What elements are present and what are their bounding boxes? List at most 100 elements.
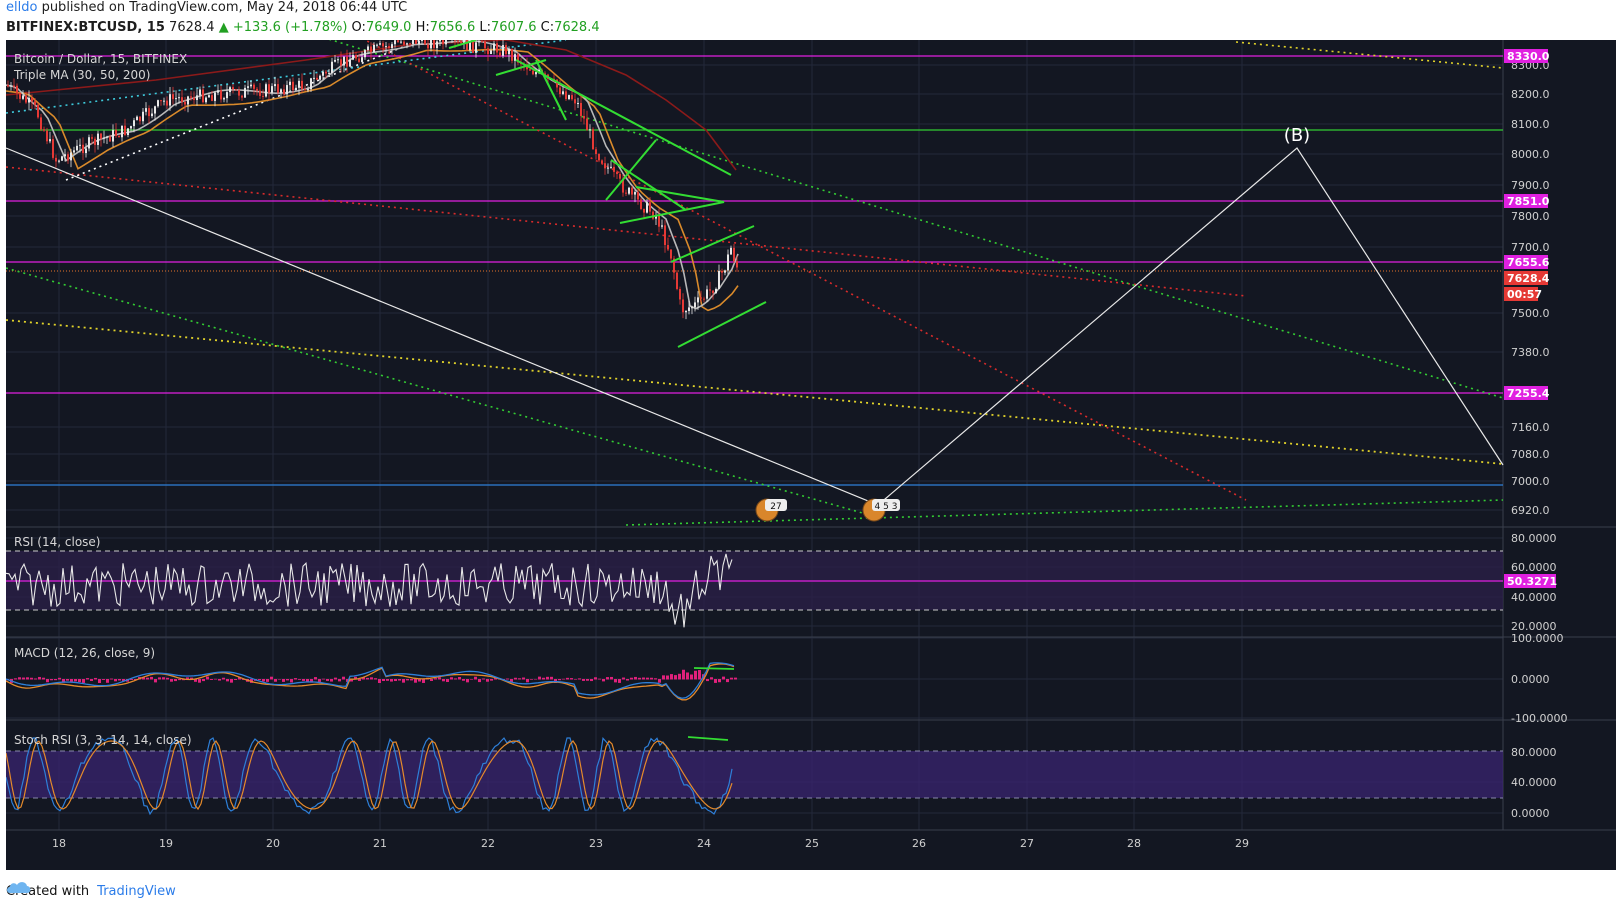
low-value: 7607.6	[491, 20, 537, 35]
stoch-d-line	[6, 739, 733, 811]
price-tick: 7000.0	[1511, 475, 1550, 488]
price-tick: 8000.0	[1511, 148, 1550, 161]
pattern-lines[interactable]	[448, 40, 767, 348]
svg-text:8330.0: 8330.0	[1507, 50, 1550, 63]
svg-text:7851.0: 7851.0	[1507, 195, 1550, 208]
stoch-title[interactable]: Stoch RSI (3, 3, 14, 14, close)	[14, 733, 192, 747]
rsi-value-tag[interactable]: 50.3271	[1504, 574, 1557, 588]
price-tick: 7160.0	[1511, 421, 1550, 434]
tradingview-brand[interactable]: TradingView	[7, 882, 176, 899]
macd-tick: 0.0000	[1511, 673, 1550, 686]
date-tick: 23	[589, 837, 603, 850]
stoch-k-line	[6, 736, 733, 816]
price-tag[interactable]: 7628.4	[1504, 271, 1550, 285]
price-tick: 6920.0	[1511, 504, 1550, 517]
ma-50-line	[6, 48, 739, 312]
tradingview-label[interactable]: TradingView	[97, 883, 176, 899]
high-label: H:	[415, 20, 430, 35]
price-tag[interactable]: 7255.4	[1504, 386, 1550, 400]
svg-text:00:57: 00:57	[1507, 288, 1542, 301]
macd-tick: -100.0000	[1511, 712, 1567, 725]
event-badge-1[interactable]: 27	[755, 498, 787, 522]
svg-text:50.3271: 50.3271	[1507, 575, 1557, 588]
red-trendline-upper[interactable]	[6, 166, 1247, 297]
rsi-line	[6, 553, 733, 628]
macd-signal-line	[6, 663, 735, 701]
date-tick: 18	[52, 837, 66, 850]
price-tag[interactable]: 00:57	[1504, 287, 1542, 301]
price-tick: 7700.0	[1511, 241, 1550, 254]
open-value: 7649.0	[365, 20, 412, 35]
price-tick: 7800.0	[1511, 210, 1550, 223]
price-tag[interactable]: 7851.0	[1504, 194, 1550, 208]
symbol-title[interactable]: Bitcoin / Dollar, 15, BITFINEX	[14, 52, 188, 66]
price-tag[interactable]: 8330.0	[1504, 49, 1550, 63]
stoch-band	[6, 751, 1503, 798]
yellow-trendline-top[interactable]	[1235, 41, 1504, 69]
ma-indicator-title[interactable]: Triple MA (30, 50, 200)	[14, 68, 151, 82]
close-value: 7628.4	[554, 20, 600, 35]
grid-lines	[6, 40, 1503, 830]
event-badge-2[interactable]: 4 5 3	[862, 498, 900, 522]
date-tick: 20	[266, 837, 280, 850]
stoch-divergence-line[interactable]	[687, 736, 729, 741]
high-value: 7656.6	[429, 20, 476, 35]
svg-text:4 5 3: 4 5 3	[875, 502, 898, 512]
rsi-tick: 40.0000	[1511, 591, 1557, 604]
red-trendline-lower[interactable]	[346, 40, 1247, 501]
green-trendline-bottom[interactable]	[625, 499, 1504, 526]
chart-canvas[interactable]: 27 4 5 3 (B) 8300.08200.08100.08000.0790…	[6, 40, 1616, 870]
cyan-trendline[interactable]	[6, 40, 567, 114]
low-label: L:	[479, 20, 491, 35]
open-label: O:	[351, 20, 366, 35]
date-tick: 19	[159, 837, 173, 850]
wave-label-b[interactable]: (B)	[1284, 125, 1310, 146]
author-link[interactable]: elldo	[6, 0, 38, 15]
price-tick: 7080.0	[1511, 448, 1550, 461]
svg-text:7628.4: 7628.4	[1507, 272, 1550, 285]
last-price: 7628.4	[169, 20, 215, 35]
publish-info: published on TradingView.com, May 24, 20…	[37, 0, 408, 15]
symbol-label: BITFINEX:BTCUSD, 15	[6, 20, 165, 35]
macd-tick: 100.0000	[1511, 632, 1564, 645]
ma-200-line	[6, 40, 737, 171]
cloud-icon	[7, 882, 31, 893]
stoch-tick: 80.0000	[1511, 746, 1557, 759]
price-tick: 8100.0	[1511, 118, 1550, 131]
price-tick: 7500.0	[1511, 307, 1550, 320]
date-tick: 29	[1235, 837, 1249, 850]
svg-text:7655.6: 7655.6	[1507, 256, 1550, 269]
date-tick: 28	[1127, 837, 1141, 850]
publish-line: elldo published on TradingView.com, May …	[6, 0, 1616, 20]
rsi-tick: 80.0000	[1511, 532, 1557, 545]
macd-divergence-line[interactable]	[693, 667, 735, 670]
projection-path[interactable]	[6, 147, 1504, 506]
yellow-trendline[interactable]	[6, 319, 1504, 465]
close-label: C:	[540, 20, 555, 35]
date-tick: 22	[481, 837, 495, 850]
date-tick: 26	[912, 837, 926, 850]
rsi-tick: 60.0000	[1511, 561, 1557, 574]
date-tick: 27	[1020, 837, 1034, 850]
rsi-tick: 20.0000	[1511, 620, 1557, 633]
price-tick: 7900.0	[1511, 179, 1550, 192]
svg-text:7255.4: 7255.4	[1507, 387, 1550, 400]
chart-area[interactable]: 27 4 5 3 (B) 8300.0 8200.0 8100.0 8000.0 790…	[6, 40, 1616, 870]
white-trendline[interactable]	[65, 40, 446, 181]
price-tag[interactable]: 7655.6	[1504, 255, 1550, 269]
stoch-tick: 40.0000	[1511, 776, 1557, 789]
ohlc-line: BITFINEX:BTCUSD, 15 7628.4 ▲ +133.6 (+1.…	[6, 20, 1616, 40]
date-tick: 25	[805, 837, 819, 850]
macd-title[interactable]: MACD (12, 26, close, 9)	[14, 646, 156, 660]
green-trendline-lower[interactable]	[6, 267, 867, 515]
stoch-tick: 0.0000	[1511, 807, 1550, 820]
date-tick: 21	[373, 837, 387, 850]
date-tick: 24	[697, 837, 711, 850]
rsi-title[interactable]: RSI (14, close)	[14, 535, 101, 549]
candles	[7, 40, 738, 320]
svg-text:27: 27	[770, 502, 781, 512]
price-tick: 8200.0	[1511, 88, 1550, 101]
macd-line	[6, 662, 735, 699]
chart-header: elldo published on TradingView.com, May …	[6, 0, 1616, 40]
footer: Created with TradingView	[6, 880, 176, 902]
